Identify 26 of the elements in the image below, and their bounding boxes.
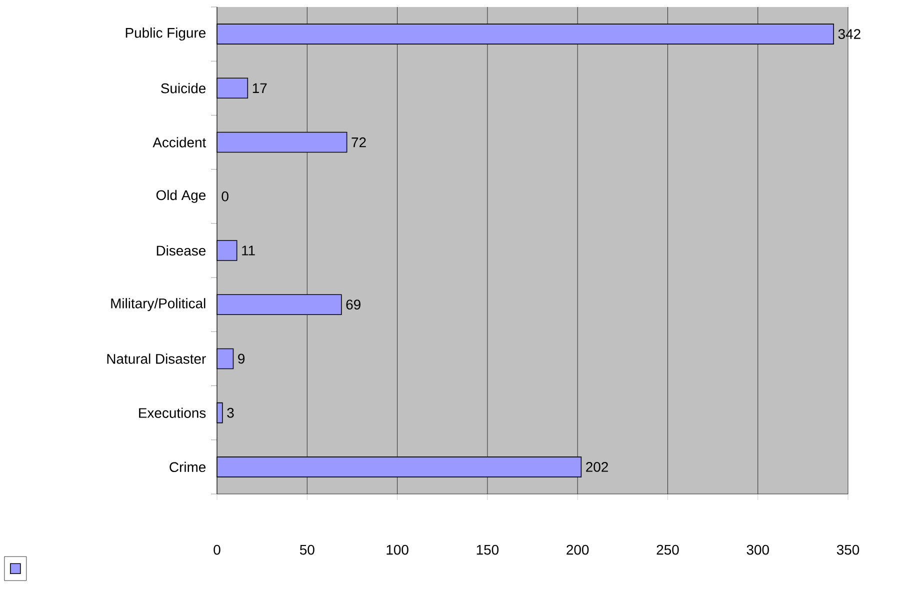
data-label: 0 xyxy=(222,191,228,202)
y-tick-label: Old Age xyxy=(156,190,206,203)
data-label: 9 xyxy=(238,354,245,364)
data-label: 17 xyxy=(252,83,267,93)
data-label: 11 xyxy=(242,246,255,256)
data-label: 202 xyxy=(586,462,608,472)
y-tick-label: Accident xyxy=(152,137,206,148)
x-tick-label: 0 xyxy=(214,544,220,555)
data-label: 3 xyxy=(227,408,234,418)
y-tick-label: Crime xyxy=(170,462,206,472)
x-tick-label: 200 xyxy=(566,544,589,555)
data-label: 69 xyxy=(346,300,360,310)
y-tick-label: Military/Political xyxy=(111,298,206,312)
y-tick-label: Natural Disaster xyxy=(107,354,206,364)
x-tick-label: 150 xyxy=(476,544,499,555)
data-label: 342 xyxy=(838,29,860,39)
x-tick-label: 250 xyxy=(656,544,679,555)
x-tick-label: 100 xyxy=(386,544,408,555)
y-tick-label: Disease xyxy=(156,245,206,256)
x-tick-label: 350 xyxy=(836,544,860,555)
y-tick-label: Public Figure xyxy=(126,28,206,41)
x-tick-label: 50 xyxy=(300,544,314,555)
y-tick-label: Executions xyxy=(139,408,206,418)
x-tick-label: 300 xyxy=(746,544,769,555)
data-label: 72 xyxy=(352,137,366,148)
y-tick-label: Suicide xyxy=(161,83,206,94)
